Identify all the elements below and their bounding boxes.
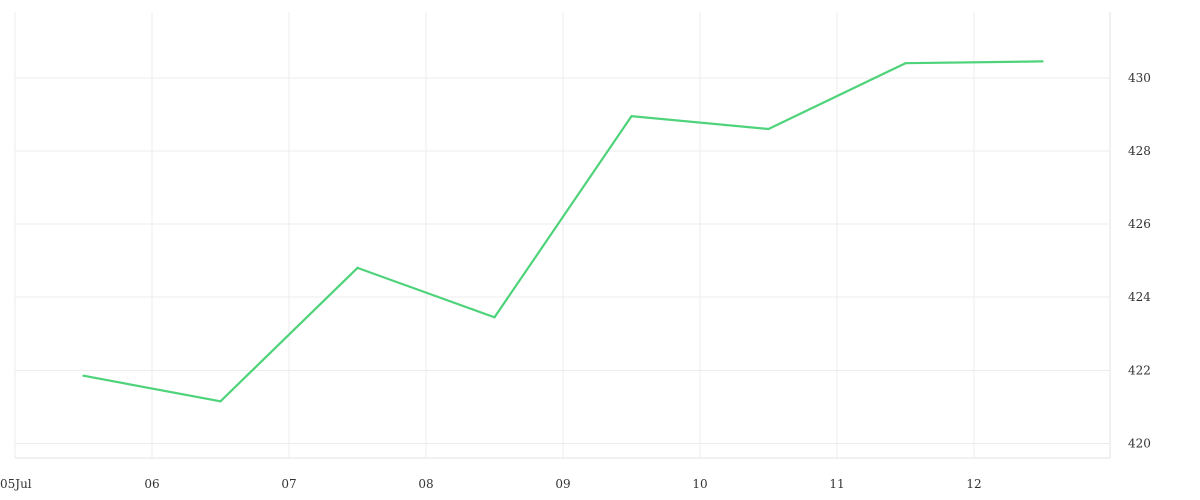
- series-line: [83, 60, 1043, 403]
- x-tick-label: 06: [144, 477, 159, 491]
- x-tick-label: 12: [966, 477, 981, 491]
- y-tick-label: 422: [1128, 363, 1151, 377]
- y-tick-label: 426: [1128, 217, 1151, 231]
- label-layer: 05Jul 06 07 08 09 10 11 12 420 422 424 426 428 430: [0, 71, 1151, 491]
- data-point: [1041, 60, 1044, 63]
- x-tick-label: 08: [418, 477, 433, 491]
- data-point: [630, 115, 633, 118]
- data-point: [356, 266, 359, 270]
- data-point: [219, 400, 222, 403]
- x-tick-label: 09: [555, 477, 570, 491]
- series-layer: [82, 60, 1044, 403]
- data-point: [904, 62, 907, 65]
- x-tick-label: 05Jul: [0, 477, 32, 491]
- axis-layer: [15, 12, 1111, 459]
- y-tick-label: 420: [1128, 436, 1151, 450]
- y-tick-label: 424: [1128, 290, 1151, 304]
- data-point: [767, 127, 770, 131]
- y-tick-label: 430: [1128, 71, 1151, 85]
- x-tick-label: 10: [692, 477, 707, 491]
- x-tick-label: 11: [829, 477, 844, 491]
- x-tick-label: 07: [281, 477, 296, 491]
- data-point: [82, 374, 85, 377]
- y-tick-label: 428: [1128, 144, 1151, 158]
- grid-layer: [14, 12, 1110, 458]
- data-point: [493, 316, 496, 319]
